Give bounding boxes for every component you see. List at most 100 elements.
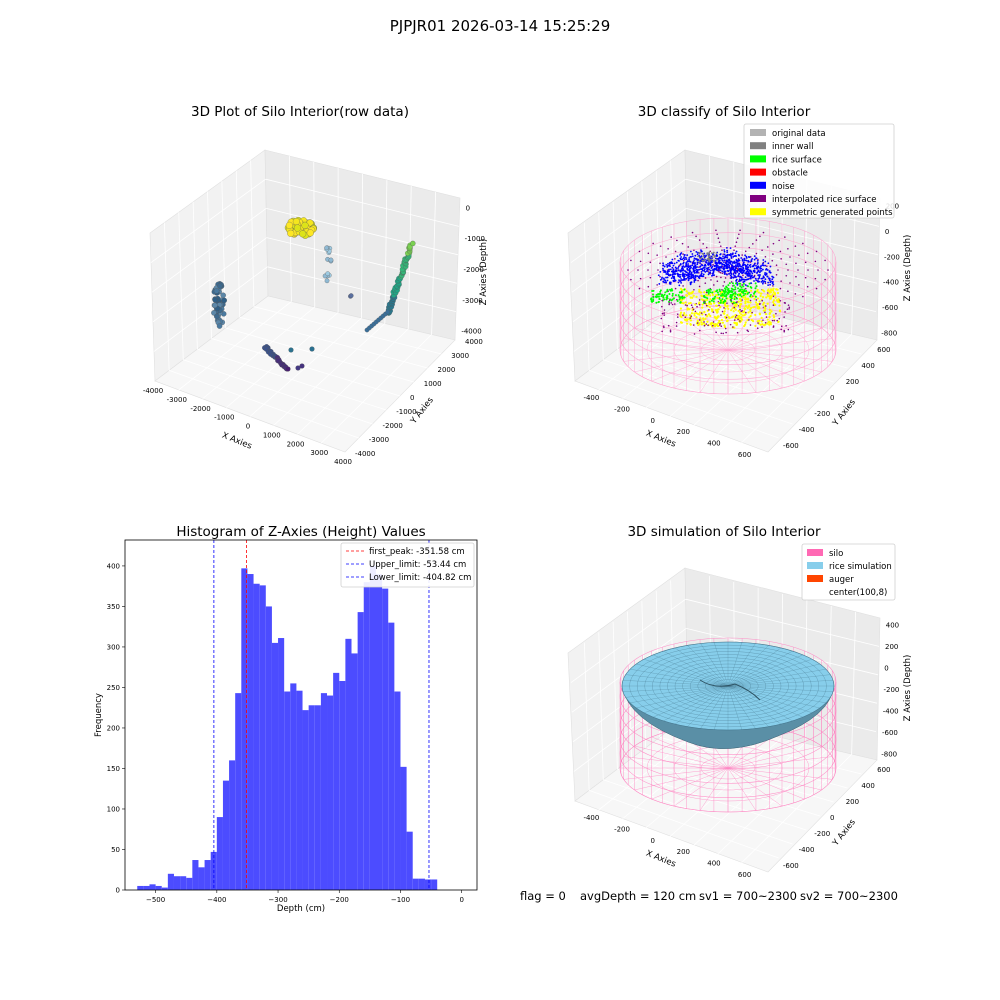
symmetric-point bbox=[756, 302, 760, 306]
interpolated-point bbox=[764, 255, 767, 258]
y-tick-label: 2000 bbox=[438, 366, 456, 374]
symmetric-point bbox=[684, 301, 687, 304]
noise-point bbox=[769, 265, 772, 268]
noise-point bbox=[718, 259, 721, 262]
interpolated-point bbox=[786, 308, 789, 310]
histogram-bar bbox=[424, 879, 432, 890]
symmetric-point bbox=[743, 324, 746, 328]
symmetric-point bbox=[777, 320, 780, 323]
symmetric-point bbox=[723, 312, 726, 315]
noise-point bbox=[728, 273, 730, 275]
rice-surface-point bbox=[723, 294, 726, 297]
z-tick-label: -200 bbox=[884, 686, 900, 694]
noise-point bbox=[771, 275, 774, 278]
rice-surface-point bbox=[651, 289, 654, 292]
noise-point bbox=[721, 263, 724, 266]
x-tick-label: 2000 bbox=[287, 440, 305, 448]
y-tick-label: 100 bbox=[107, 805, 120, 813]
noise-point bbox=[741, 269, 744, 272]
noise-point bbox=[723, 267, 726, 270]
symmetric-point bbox=[758, 300, 761, 303]
rice-surface-point bbox=[747, 285, 750, 288]
noise-point bbox=[699, 274, 702, 277]
rice-surface-point bbox=[730, 289, 733, 292]
noise-point bbox=[700, 255, 703, 258]
noise-point bbox=[699, 262, 701, 265]
rice-surface-point bbox=[683, 296, 686, 299]
interpolated-point bbox=[798, 284, 800, 286]
symmetric-point bbox=[687, 291, 690, 294]
noise-point bbox=[747, 260, 750, 263]
raw-point bbox=[214, 313, 220, 320]
interpolated-point bbox=[824, 278, 826, 281]
noise-point bbox=[725, 254, 728, 257]
interpolated-point bbox=[695, 235, 697, 238]
noise-point bbox=[700, 271, 703, 273]
y-tick-label: 200 bbox=[846, 378, 859, 386]
interpolated-point bbox=[755, 239, 758, 241]
symmetric-point bbox=[723, 310, 726, 313]
noise-point bbox=[753, 271, 756, 274]
noise-point bbox=[726, 251, 729, 254]
noise-point bbox=[752, 276, 755, 279]
interpolated-point bbox=[682, 285, 684, 287]
surface-mesh-spoke bbox=[727, 685, 813, 713]
rice-surface-point bbox=[678, 291, 681, 294]
noise-point bbox=[744, 276, 747, 279]
noise-point bbox=[743, 257, 746, 260]
noise-point bbox=[688, 273, 690, 276]
noise-point bbox=[764, 264, 767, 267]
symmetric-point bbox=[724, 315, 727, 318]
symmetric-point bbox=[733, 326, 736, 329]
noise-point bbox=[749, 266, 752, 268]
symmetric-point bbox=[772, 300, 775, 304]
histogram-bar bbox=[296, 690, 303, 890]
surface-mesh-spoke bbox=[714, 685, 729, 730]
simulation-chart-title: 3D simulation of Silo Interior bbox=[627, 524, 821, 540]
legend-swatch bbox=[750, 195, 766, 202]
symmetric-point bbox=[734, 317, 737, 320]
symmetric-point bbox=[766, 322, 769, 325]
noise-point bbox=[719, 257, 721, 259]
symmetric-point bbox=[756, 307, 759, 310]
interpolated-point bbox=[693, 249, 695, 252]
noise-point bbox=[719, 269, 722, 272]
noise-point bbox=[708, 268, 711, 271]
histogram-bar bbox=[400, 766, 407, 890]
rice-surface-point bbox=[732, 301, 735, 304]
interpolated-point bbox=[630, 259, 632, 262]
surface-mesh-spoke bbox=[727, 685, 742, 730]
noise-point bbox=[707, 273, 710, 276]
z-tick-label: -4000 bbox=[461, 328, 481, 336]
interpolated-point bbox=[700, 312, 703, 314]
interpolated-point bbox=[772, 253, 774, 255]
rice-surface-point bbox=[651, 293, 654, 296]
interpolated-point bbox=[784, 236, 786, 238]
interpolated-point bbox=[734, 245, 737, 247]
rice-surface-point bbox=[732, 284, 735, 287]
symmetric-point bbox=[685, 290, 688, 293]
symmetric-point bbox=[704, 317, 707, 320]
rice-surface-point bbox=[715, 290, 718, 293]
legend-label: inner wall bbox=[772, 142, 813, 152]
interpolated-point bbox=[703, 321, 705, 323]
noise-point bbox=[760, 265, 762, 267]
noise-point bbox=[695, 266, 698, 269]
interpolated-point bbox=[802, 295, 804, 298]
noise-point bbox=[746, 263, 749, 266]
interpolated-point bbox=[814, 260, 817, 263]
symmetric-point bbox=[707, 313, 711, 316]
symmetric-point bbox=[744, 313, 747, 316]
interpolated-point bbox=[689, 317, 692, 319]
raw-point bbox=[299, 230, 307, 238]
symmetric-point bbox=[709, 322, 712, 325]
surface-mesh-spoke bbox=[625, 685, 729, 698]
histogram-bar bbox=[363, 582, 370, 890]
interpolated-point bbox=[771, 319, 774, 322]
inner-wall-point bbox=[703, 259, 705, 262]
symmetric-point bbox=[768, 322, 772, 326]
interpolated-point bbox=[787, 328, 790, 331]
symmetric-point bbox=[696, 319, 699, 322]
y-tick-label: 250 bbox=[107, 684, 120, 692]
symmetric-point bbox=[683, 318, 687, 321]
